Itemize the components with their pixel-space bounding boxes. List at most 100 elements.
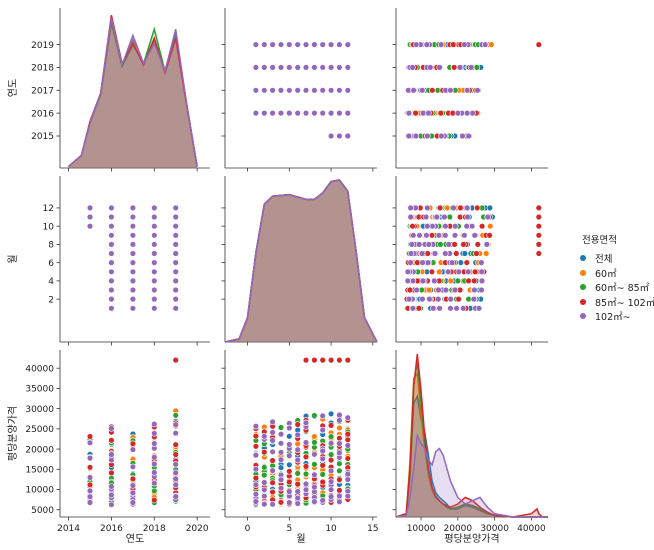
- scatter-point: [86, 474, 94, 481]
- scatter-point: [269, 64, 276, 71]
- scatter-point: [302, 463, 310, 470]
- scatter-point: [319, 462, 326, 469]
- scatter-point: [172, 295, 179, 303]
- kde-area: [225, 180, 377, 342]
- scatter-point: [108, 259, 115, 266]
- scatter-point: [433, 213, 440, 221]
- scatter-point: [422, 213, 430, 221]
- scatter-point: [478, 277, 486, 285]
- scatter-point: [269, 437, 276, 444]
- scatter-point: [327, 422, 335, 429]
- scatter-point: [444, 268, 452, 275]
- scatter-point: [465, 277, 472, 285]
- scatter-point: [424, 250, 431, 257]
- legend-marker: [580, 313, 586, 320]
- scatter-point: [435, 286, 442, 294]
- scatter-point: [129, 250, 137, 257]
- scatter-point: [430, 305, 437, 312]
- scatter-point: [277, 449, 285, 456]
- scatter-point: [294, 109, 301, 117]
- scatter-point: [461, 41, 468, 48]
- scatter-point: [302, 419, 310, 426]
- scatter-point: [428, 232, 436, 239]
- scatter-point: [151, 223, 158, 230]
- scatter-point: [252, 41, 260, 48]
- scatter-point: [405, 295, 413, 303]
- scatter-point: [261, 486, 268, 493]
- scatter-point: [252, 423, 260, 430]
- scatter-point: [172, 268, 179, 275]
- scatter-point: [436, 204, 444, 212]
- scatter-point: [451, 241, 458, 248]
- scatter-point: [108, 451, 115, 458]
- scatter-point: [467, 64, 475, 71]
- scatter-point: [86, 481, 94, 488]
- x-tick-label: 2020: [186, 524, 209, 534]
- scatter-point: [294, 421, 301, 428]
- y-tick-label: 15000: [25, 465, 54, 475]
- scatter-point: [129, 446, 137, 453]
- scatter-point: [294, 431, 301, 439]
- scatter-point: [408, 241, 415, 248]
- scatter-point: [172, 356, 179, 364]
- scatter-point: [327, 478, 335, 485]
- scatter-point: [277, 424, 285, 431]
- scatter-point: [261, 433, 268, 440]
- scatter-point: [452, 223, 459, 230]
- scatter-point: [486, 204, 494, 212]
- scatter-point: [172, 475, 179, 483]
- scatter-point: [269, 501, 276, 508]
- scatter-point: [319, 412, 326, 420]
- scatter-point: [454, 109, 462, 117]
- scatter-point: [286, 488, 293, 495]
- scatter-point: [473, 250, 480, 257]
- kde-area: [396, 373, 548, 517]
- scatter-point: [463, 223, 470, 230]
- scatter-point: [151, 454, 158, 461]
- scatter-point: [460, 305, 467, 312]
- scatter-point: [302, 453, 310, 460]
- legend-item: 60㎡: [580, 266, 654, 281]
- scatter-point: [286, 109, 293, 117]
- scatter-point: [108, 501, 115, 508]
- scatter-point: [277, 456, 285, 463]
- scatter-point: [252, 87, 260, 94]
- scatter-point: [336, 460, 343, 467]
- y-tick-label: 40000: [25, 364, 54, 374]
- scatter-point: [413, 41, 420, 48]
- scatter-point: [468, 223, 476, 230]
- legend-title: 전용면적: [582, 235, 617, 246]
- scatter-point: [428, 268, 436, 275]
- scatter-point: [405, 87, 412, 94]
- scatter-point: [172, 451, 179, 458]
- scatter-point: [261, 41, 268, 48]
- scatter-point: [129, 213, 137, 221]
- scatter-point: [435, 295, 442, 303]
- scatter-point: [416, 232, 423, 239]
- legend-item: 85㎡∼ 102㎡: [580, 295, 654, 310]
- scatter-point: [407, 204, 414, 212]
- scatter-point: [286, 478, 293, 486]
- kde-area: [396, 354, 548, 517]
- scatter-point: [108, 213, 115, 221]
- scatter-point: [327, 433, 335, 440]
- scatter-point: [344, 492, 351, 500]
- scatter-point: [86, 213, 94, 221]
- scatter-point: [535, 241, 542, 248]
- scatter-point: [129, 268, 137, 275]
- scatter-point: [409, 305, 417, 312]
- scatter-point: [319, 87, 326, 94]
- x-tick-label: 30000: [480, 524, 509, 534]
- scatter-point: [410, 87, 417, 94]
- legend-marker: [580, 298, 586, 305]
- scatter-point: [286, 64, 293, 71]
- scatter-point: [442, 250, 449, 257]
- scatter-point: [294, 480, 301, 488]
- scatter-point: [172, 469, 179, 476]
- scatter-point: [447, 295, 454, 303]
- kde-area: [68, 15, 198, 168]
- scatter-point: [423, 41, 430, 48]
- scatter-point: [129, 482, 137, 489]
- scatter-point: [151, 213, 158, 221]
